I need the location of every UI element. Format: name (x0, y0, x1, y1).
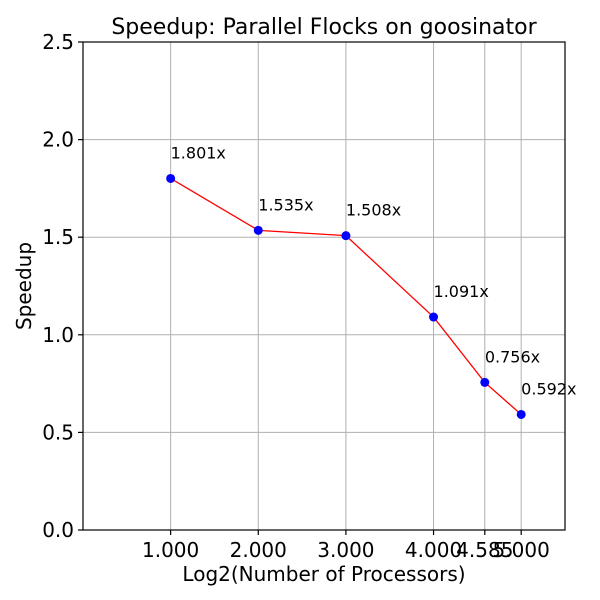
x-tick-label: 2.000 (230, 538, 287, 562)
x-tick-label: 5.000 (493, 538, 550, 562)
series-layer: 1.801x 1.535x 1.508x 1.091x 0.756x 0.592x (166, 143, 576, 419)
y-tick-label: 1.0 (42, 323, 74, 347)
data-label: 1.091x (434, 282, 489, 301)
x-tick-label: 1.000 (142, 538, 199, 562)
data-point (341, 231, 351, 241)
data-point (253, 225, 263, 235)
chart-title: Speedup: Parallel Flocks on goosinator (111, 15, 537, 40)
plot-frame (82, 41, 566, 531)
grid (83, 41, 565, 531)
x-axis-label: Log2(Number of Processors) (182, 562, 465, 586)
y-tick-label: 2.0 (42, 128, 74, 152)
y-tick-label: 0.5 (42, 420, 74, 444)
y-tick-label: 2.5 (42, 30, 74, 54)
x-tick-label: 4.000 (405, 538, 462, 562)
y-axis-label: Speedup (12, 242, 36, 330)
data-point (429, 312, 439, 322)
data-point (166, 173, 176, 183)
speedup-line (170, 177, 522, 415)
data-label: 0.592x (521, 379, 576, 398)
data-point (516, 409, 526, 419)
data-label: 0.756x (485, 347, 540, 366)
data-label: 1.801x (171, 143, 226, 162)
y-tick-label: 0.0 (42, 518, 74, 542)
y-tick-label: 1.5 (42, 225, 74, 249)
x-tick-label: 3.000 (317, 538, 374, 562)
data-label: 1.535x (258, 195, 313, 214)
data-point (480, 377, 490, 387)
data-label: 1.508x (346, 201, 401, 220)
x-tick-label: 4.585 (456, 538, 513, 562)
